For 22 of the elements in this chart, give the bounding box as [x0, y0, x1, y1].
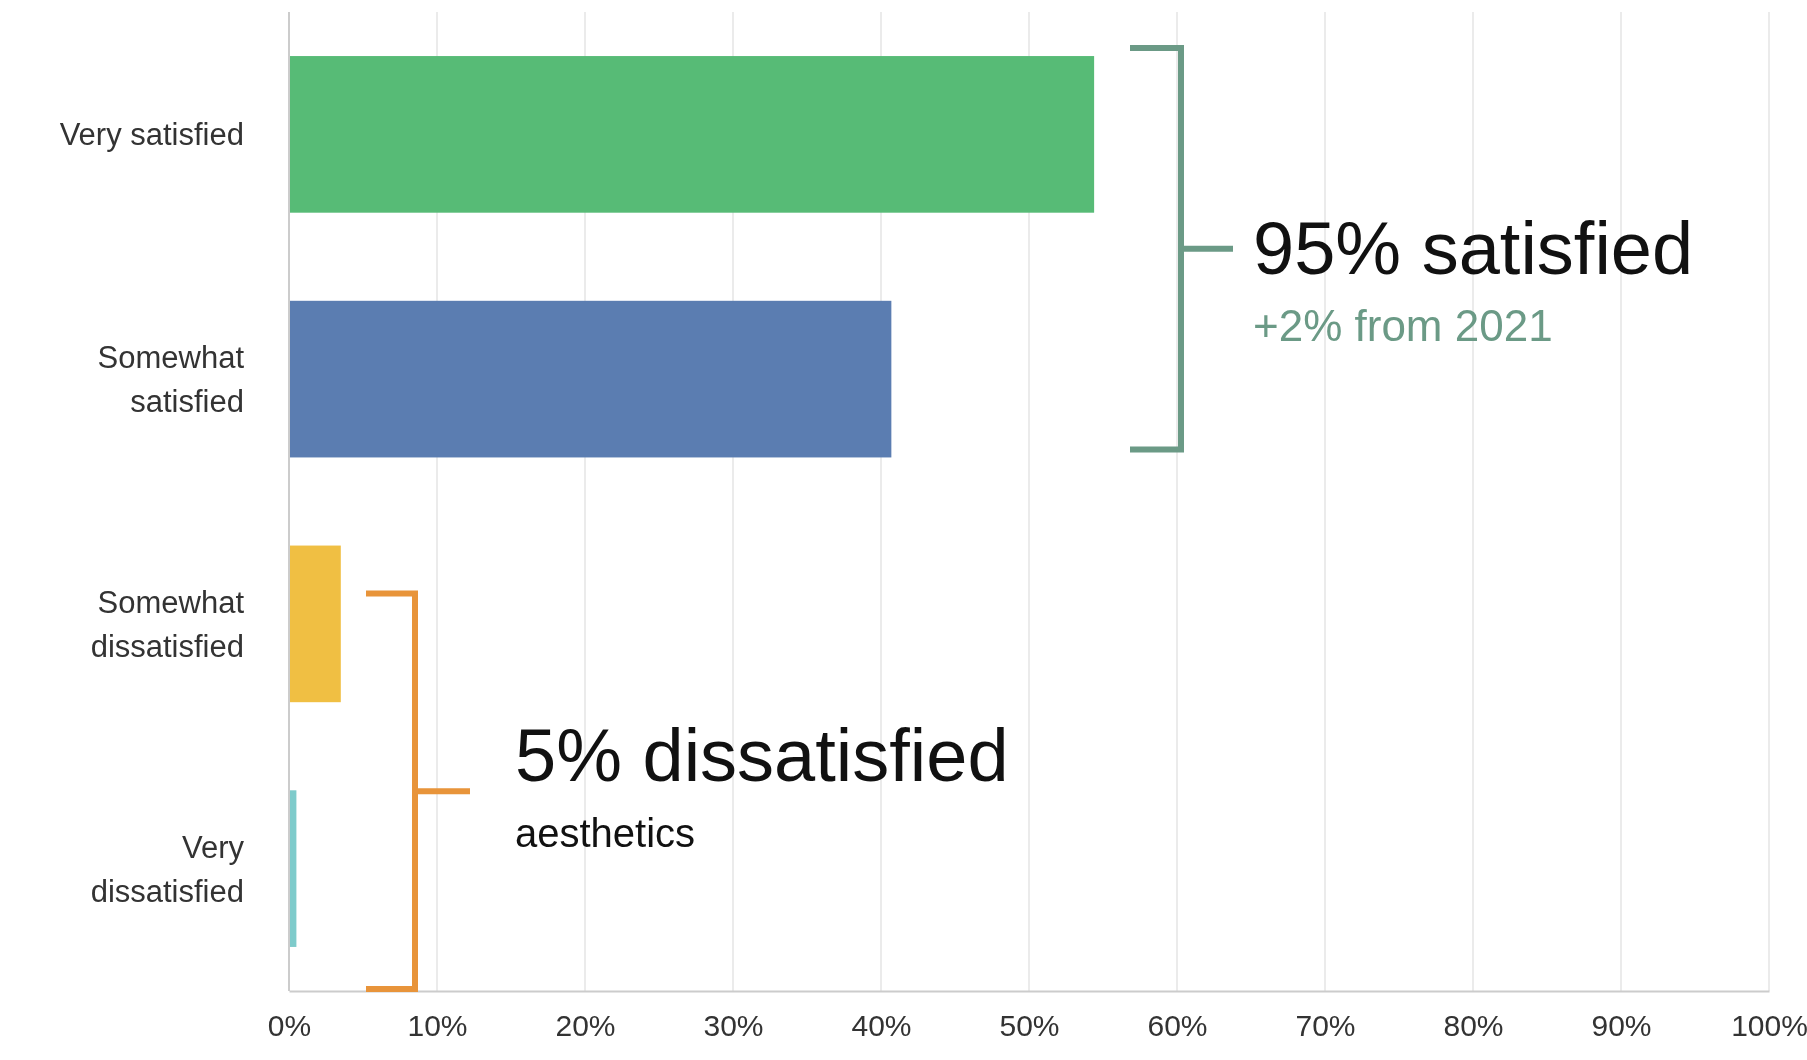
annotation: 95% satisfied	[1253, 206, 1694, 290]
y-tick-label: Somewhat satisfied	[97, 340, 245, 420]
bar	[289, 545, 341, 703]
y-tick-label: Very satisfied	[59, 117, 244, 153]
annotation: 5% dissatisfied	[515, 714, 1009, 798]
x-tick-label: 10%	[407, 1009, 468, 1043]
x-tick-label: 30%	[703, 1009, 764, 1043]
x-tick-label: 20%	[555, 1009, 616, 1043]
annotation: aesthetics	[515, 811, 696, 856]
y-tick-label: Somewhat dissatisfied	[90, 584, 245, 664]
x-tick-label: 40%	[851, 1009, 912, 1043]
bar	[289, 300, 892, 458]
bar	[289, 56, 1095, 213]
x-tick-label: 50%	[999, 1009, 1060, 1043]
x-tick-label: 0%	[267, 1009, 312, 1043]
x-tick-label: 60%	[1147, 1009, 1208, 1043]
x-tick-label: 90%	[1591, 1009, 1652, 1043]
x-tick-label: 100%	[1731, 1009, 1807, 1043]
x-tick-label: 70%	[1295, 1009, 1356, 1043]
x-tick-label: 80%	[1443, 1009, 1504, 1043]
annotation: +2% from 2021	[1253, 300, 1553, 350]
y-tick-label: Very dissatisfied	[90, 829, 245, 909]
